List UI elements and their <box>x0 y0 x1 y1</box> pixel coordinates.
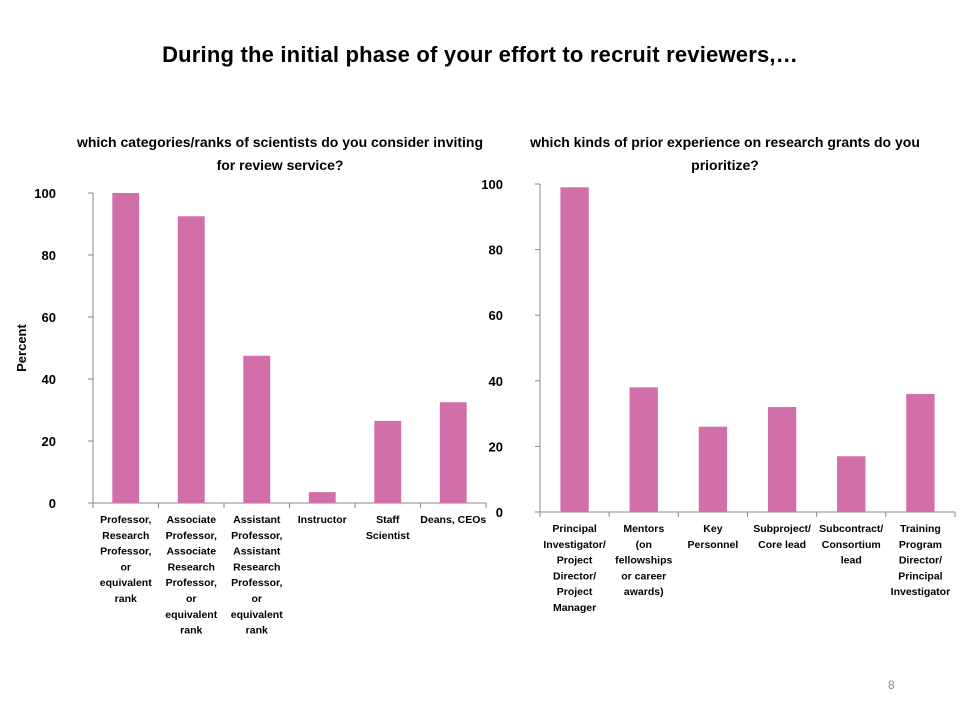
y-tick-label: 0 <box>49 496 56 511</box>
y-tick-label: 100 <box>34 186 56 201</box>
bar <box>308 492 336 503</box>
chart-2: 0 20 40 60 80 100 Principal Investigator/Projec… <box>481 177 956 614</box>
x-tick-label: Training Program Director/Principal Investi… <box>891 523 951 598</box>
y-tick-label: 20 <box>42 434 56 449</box>
x-tick-label: Principal Investigator/Project Director/Pr… <box>543 523 606 614</box>
bar <box>698 426 728 512</box>
page-number: 8 <box>888 678 895 692</box>
bar <box>439 402 467 503</box>
bar <box>112 193 140 503</box>
bar <box>243 355 271 503</box>
x-tick-label: Mentors (on fellowships or career awards) <box>615 523 672 598</box>
y-tick-label: 60 <box>42 310 56 325</box>
y-tick-label: 40 <box>489 374 503 389</box>
x-tick-label: Staff Scientist <box>366 514 410 542</box>
bar <box>560 187 589 512</box>
bar <box>906 393 935 512</box>
bar <box>374 420 402 503</box>
x-tick-label: Key Personnel <box>688 523 739 551</box>
y-tick-label: 0 <box>496 505 503 520</box>
bar <box>629 387 658 512</box>
bar <box>767 407 797 512</box>
y-tick-label: 100 <box>481 177 503 192</box>
y-axis-label: Percent <box>14 323 29 371</box>
bar <box>837 456 866 512</box>
x-tick-label: Professor, Research Professor, or equivalent… <box>100 514 152 605</box>
chart-1: 0 20 40 60 80 100 Professor, Research Professor,… <box>14 186 487 637</box>
bar <box>177 216 205 503</box>
x-tick-label: Associate Professor, Associate Research Prof… <box>165 514 217 637</box>
chart-1-title: which categories/ranks of scientists do … <box>76 134 484 173</box>
y-tick-label: 80 <box>489 243 503 258</box>
chart-2-title: which kinds of prior experience on resea… <box>530 134 920 173</box>
x-tick-label: Deans, CEOs <box>420 514 486 526</box>
x-tick-label: Subcontract/Consortium lead <box>819 523 883 567</box>
x-tick-label: Instructor <box>298 514 347 526</box>
y-tick-label: 40 <box>42 372 56 387</box>
y-tick-label: 60 <box>489 308 503 323</box>
x-tick-label: Subproject/Core lead <box>753 523 811 551</box>
slide-title: During the initial phase of your effort … <box>162 42 798 67</box>
y-tick-label: 20 <box>489 439 503 454</box>
x-tick-label: Assistant Professor, Assistant Research Prof… <box>231 514 283 637</box>
y-tick-label: 80 <box>42 248 56 263</box>
